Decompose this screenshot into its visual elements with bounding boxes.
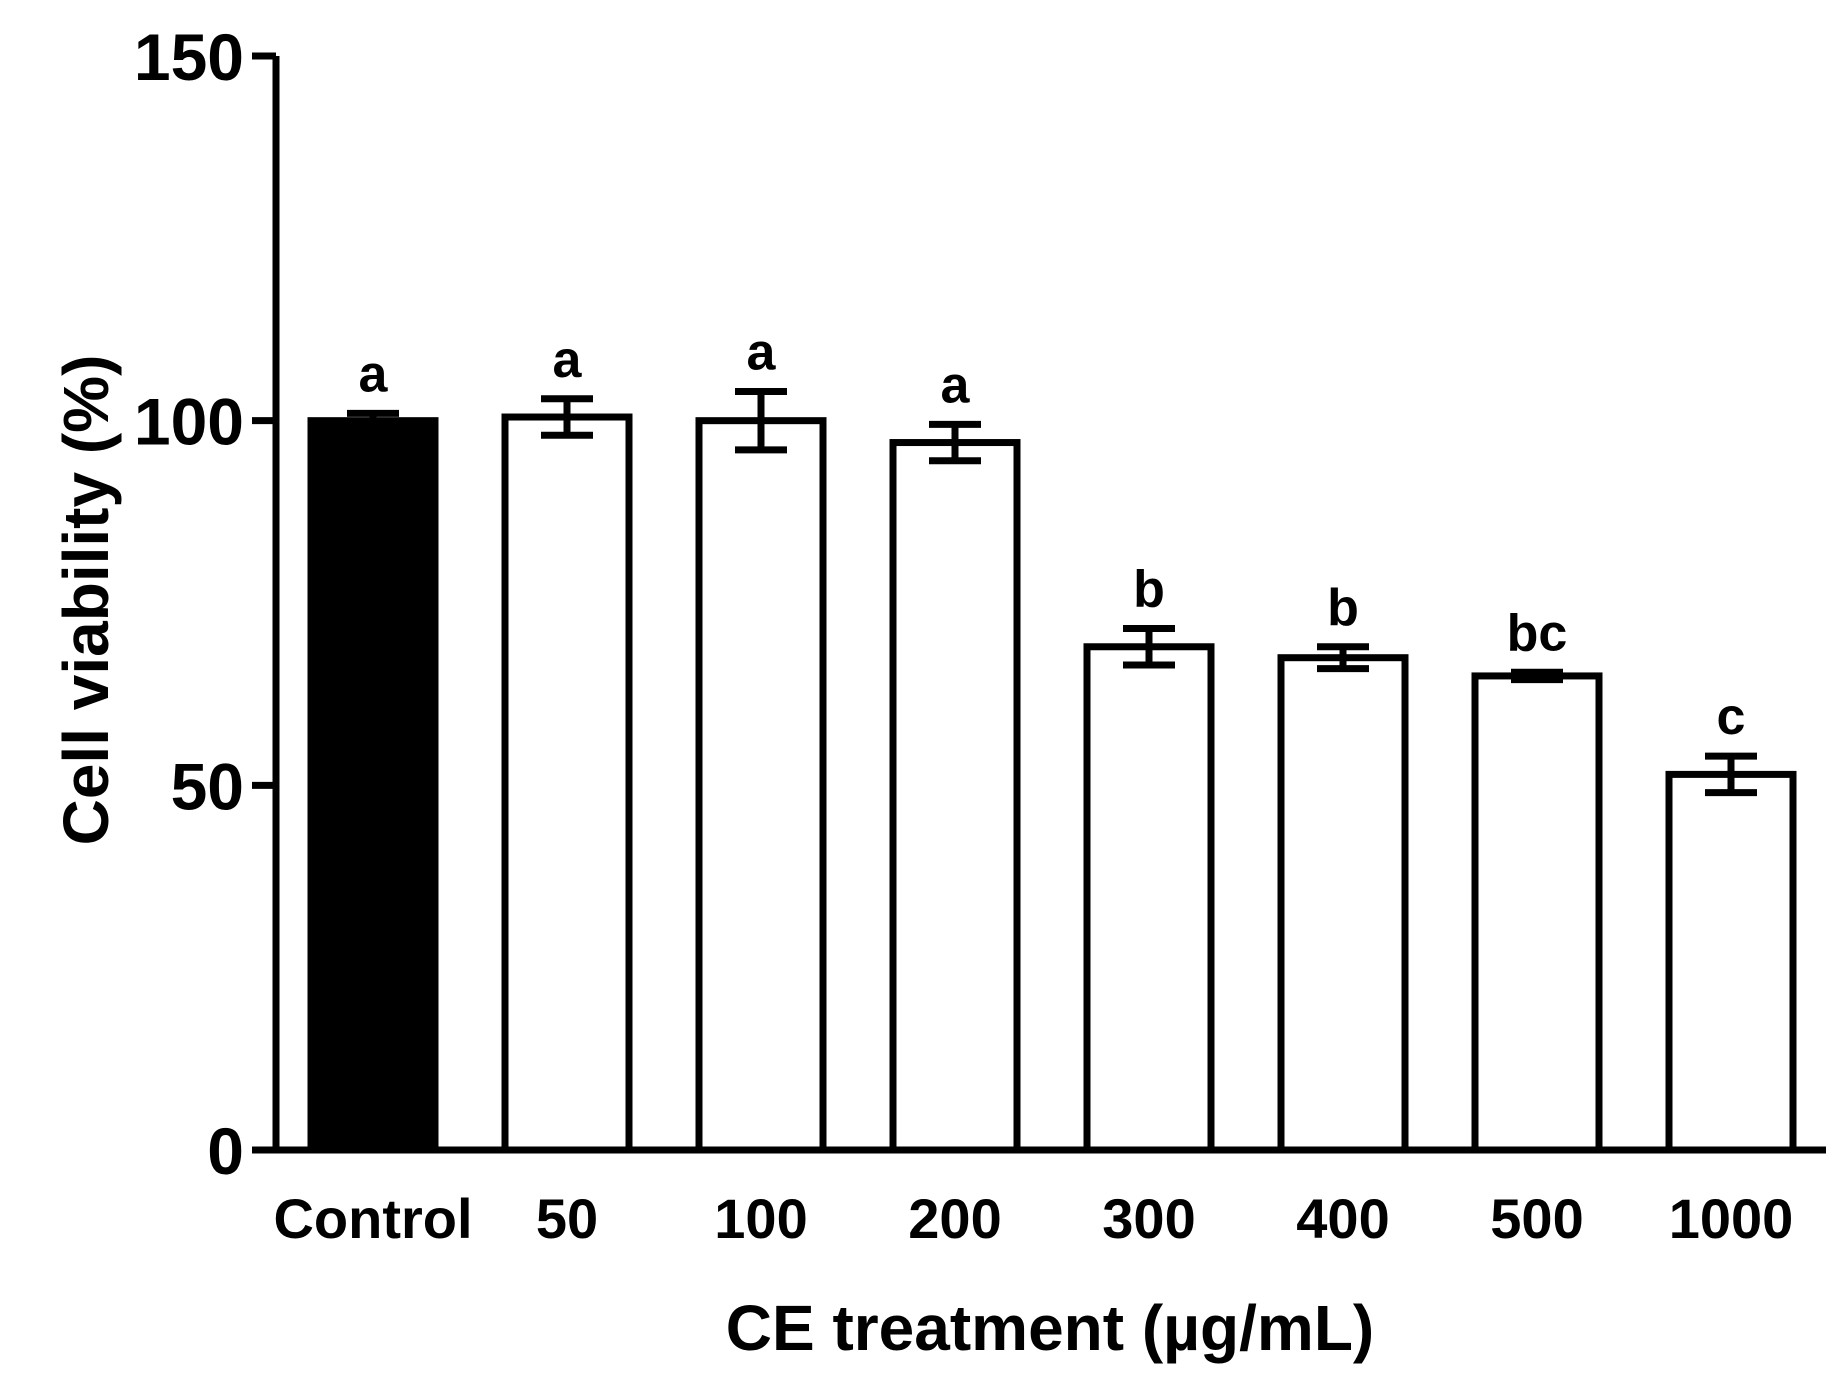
error-bar-200 xyxy=(929,420,981,465)
bar-50 xyxy=(501,413,633,1154)
x-tick-label-500: 500 xyxy=(1490,1187,1583,1250)
significance-label-1000: c xyxy=(1717,688,1746,746)
x-tick-label-50: 50 xyxy=(536,1187,598,1250)
bar-500 xyxy=(1471,672,1603,1154)
significance-label-200: a xyxy=(941,356,971,414)
error-bar-500 xyxy=(1511,668,1563,684)
x-tick-label-1000: 1000 xyxy=(1669,1187,1794,1250)
x-tick-label-control: Control xyxy=(273,1187,472,1250)
significance-label-100: a xyxy=(747,323,777,381)
y-tick-label: 0 xyxy=(207,1114,244,1188)
error-bar-50 xyxy=(541,395,593,439)
bars-group xyxy=(307,413,1797,1154)
significance-label-control: a xyxy=(359,345,389,403)
x-axis-title: CE treatment (µg/mL) xyxy=(726,1292,1374,1364)
significance-label-50: a xyxy=(553,331,583,389)
error-bar-400 xyxy=(1317,643,1369,673)
y-axis-title: Cell viability (%) xyxy=(50,355,122,846)
y-axis: 0 50 100 150 xyxy=(134,20,280,1188)
y-tick-label: 150 xyxy=(134,20,244,94)
bar-control xyxy=(307,417,439,1154)
y-tick-label: 100 xyxy=(134,385,244,459)
bar-1000 xyxy=(1665,770,1797,1154)
error-bar-100 xyxy=(735,387,787,454)
error-bar-control xyxy=(347,409,399,432)
x-tick-label-200: 200 xyxy=(908,1187,1001,1250)
bar-400 xyxy=(1277,654,1409,1154)
error-bars-group xyxy=(347,387,1757,797)
bar-300 xyxy=(1083,643,1215,1154)
bar-200 xyxy=(889,439,1021,1154)
error-bar-300 xyxy=(1123,625,1175,669)
tick-labels-group: Control 50 100 200 300 400 500 1000 xyxy=(273,1187,1793,1250)
significance-label-300: b xyxy=(1133,561,1165,619)
significance-label-500: bc xyxy=(1507,604,1568,662)
error-bar-1000 xyxy=(1705,752,1757,797)
y-tick-label: 50 xyxy=(171,749,244,823)
significance-labels-group: a a a a b b bc c xyxy=(359,323,1746,746)
x-tick-label-400: 400 xyxy=(1296,1187,1389,1250)
x-tick-label-300: 300 xyxy=(1102,1187,1195,1250)
bar-100 xyxy=(695,417,827,1154)
x-tick-label-100: 100 xyxy=(714,1187,807,1250)
significance-label-400: b xyxy=(1327,579,1359,637)
